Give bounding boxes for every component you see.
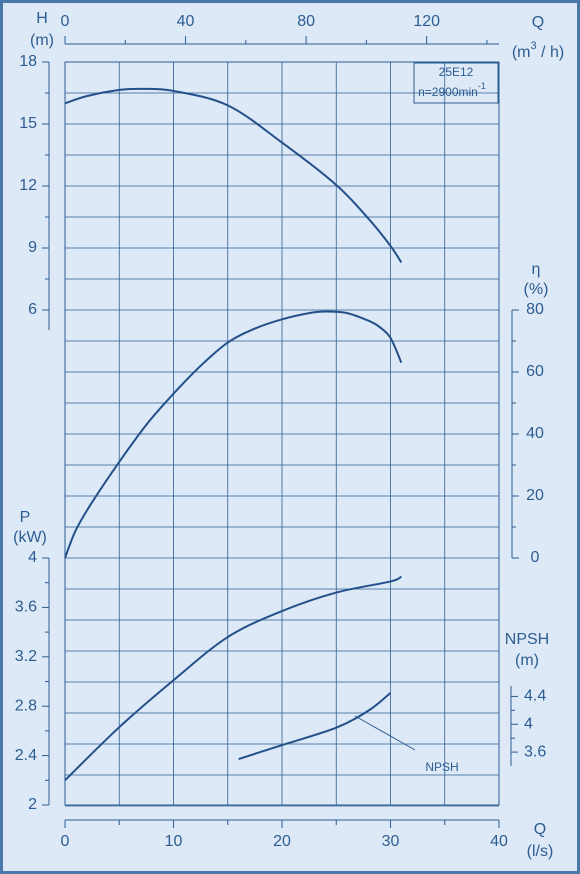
p-tick-label: 2.8: [15, 697, 37, 714]
x2-unit-a: (m: [512, 44, 531, 61]
eta-tick-label: 80: [526, 301, 544, 318]
p-tick-label: 3.6: [15, 599, 37, 616]
curve-h: [64, 87, 403, 264]
h-tick-label: 6: [28, 301, 37, 318]
h-tick-label: 18: [19, 53, 37, 70]
eta-tick-label: 20: [526, 487, 544, 504]
p-tick-label: 4: [28, 549, 37, 566]
note-box: [413, 62, 499, 104]
p-axis-label: P: [20, 509, 31, 526]
h-tick-label: 15: [19, 115, 37, 132]
note-speed-text: n=2900min: [418, 85, 478, 99]
npsh-axis-unit: (m): [515, 652, 539, 669]
x2-tick-label: 0: [61, 13, 70, 30]
x-tick-label: 10: [165, 833, 183, 850]
note-speed-sup: -1: [478, 81, 486, 91]
curve-eta: [64, 310, 403, 559]
x-axis-label: Q: [534, 821, 546, 838]
eta-tick-label: 0: [531, 549, 540, 566]
x2-unit-sup: 3: [530, 40, 536, 52]
eta-tick-label: 60: [526, 363, 544, 380]
x2-tick-label: 40: [177, 13, 195, 30]
p-tick-label: 2.4: [15, 747, 37, 764]
x2-tick-label: 120: [413, 13, 440, 30]
x2-axis-label: Q: [532, 14, 544, 31]
h-tick-label: 9: [28, 239, 37, 256]
x-tick-label: 20: [273, 833, 291, 850]
annotation: NPSH: [425, 760, 458, 774]
npsh-axis-label: NPSH: [505, 631, 549, 648]
eta-tick-label: 40: [526, 425, 544, 442]
x-tick-label: 40: [490, 833, 508, 850]
x-axis-unit: (l/s): [527, 843, 554, 860]
h-axis-unit: (m): [30, 32, 54, 49]
p-tick-label: 3.2: [15, 648, 37, 665]
npsh-tick-label: 4.4: [524, 688, 546, 705]
note-speed: n=2900min-1: [418, 81, 486, 99]
x-tick-label: 30: [382, 833, 400, 850]
curve-npsh: [238, 692, 392, 760]
p-tick-label: 2: [28, 796, 37, 813]
h-axis-label: H: [36, 10, 48, 27]
eta-axis-label: η: [532, 261, 541, 278]
x2-unit-b: / h): [537, 44, 565, 61]
x2-tick-label: 80: [297, 13, 315, 30]
note-model: 25E12: [439, 65, 474, 79]
npsh-tick-label: 4: [524, 715, 533, 732]
x-tick-label: 0: [61, 833, 70, 850]
h-tick-label: 12: [19, 177, 37, 194]
p-axis-unit: (kW): [13, 529, 47, 546]
eta-axis-unit: (%): [524, 281, 549, 298]
curve-p: [64, 575, 402, 782]
x2-axis-unit: (m3 / h): [512, 40, 564, 61]
npsh-tick-label: 3.6: [524, 743, 546, 760]
background: [3, 3, 577, 871]
